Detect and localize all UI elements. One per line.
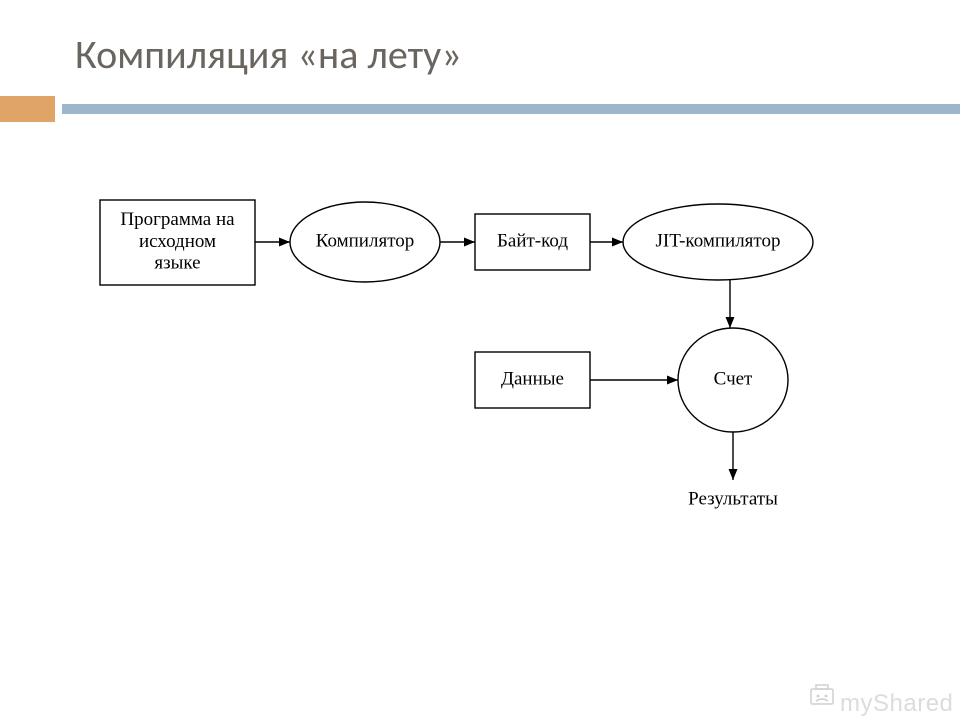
node-label-src: исходном: [139, 231, 216, 252]
node-label-exec: Счет: [714, 368, 753, 389]
node-label-jit: JIT-компилятор: [656, 230, 781, 251]
node-label-result: Результаты: [688, 488, 778, 509]
watermark-text: myShared: [840, 690, 953, 718]
node-label-compiler: Компилятор: [316, 230, 415, 251]
node-label-data: Данные: [501, 368, 564, 389]
node-label-bytecode: Байт-код: [497, 230, 568, 251]
node-label-src: языке: [154, 253, 200, 274]
flowchart-diagram: Программа наисходномязыке Компилятор Байт-…: [90, 180, 880, 530]
slide-title: Компиляция «на лету»: [75, 30, 462, 79]
accent-block: [0, 96, 55, 122]
node-label-src: Программа на: [120, 209, 235, 230]
header-ribbon: [62, 104, 960, 114]
